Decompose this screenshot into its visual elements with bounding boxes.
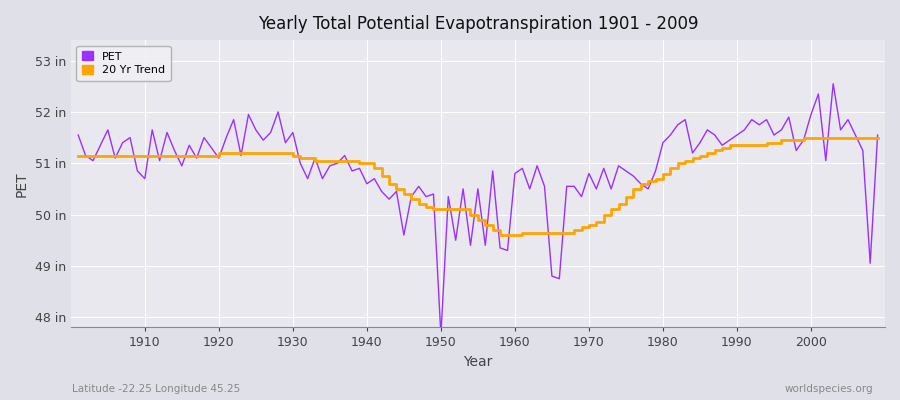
X-axis label: Year: Year — [464, 355, 492, 369]
PET — [517, 166, 527, 171]
20 Yr Trend — [339, 158, 350, 163]
PET — [828, 81, 839, 86]
20 Yr Trend — [872, 135, 883, 140]
Text: worldspecies.org: worldspecies.org — [785, 384, 873, 394]
20 Yr Trend — [295, 156, 306, 160]
Y-axis label: PET: PET — [15, 171, 29, 196]
20 Yr Trend — [798, 135, 809, 140]
20 Yr Trend — [509, 233, 520, 238]
PET — [606, 186, 616, 191]
Line: PET: PET — [78, 84, 878, 335]
PET — [73, 133, 84, 138]
PET — [509, 171, 520, 176]
PET — [436, 333, 446, 338]
Text: Latitude -22.25 Longitude 45.25: Latitude -22.25 Longitude 45.25 — [72, 384, 240, 394]
20 Yr Trend — [495, 233, 506, 238]
20 Yr Trend — [606, 207, 616, 212]
PET — [295, 161, 306, 166]
PET — [132, 168, 143, 173]
PET — [872, 133, 883, 138]
Legend: PET, 20 Yr Trend: PET, 20 Yr Trend — [76, 46, 171, 81]
20 Yr Trend — [132, 153, 143, 158]
20 Yr Trend — [517, 230, 527, 235]
20 Yr Trend — [73, 153, 84, 158]
Line: 20 Yr Trend: 20 Yr Trend — [78, 138, 878, 235]
PET — [339, 153, 350, 158]
Title: Yearly Total Potential Evapotranspiration 1901 - 2009: Yearly Total Potential Evapotranspiratio… — [257, 15, 698, 33]
